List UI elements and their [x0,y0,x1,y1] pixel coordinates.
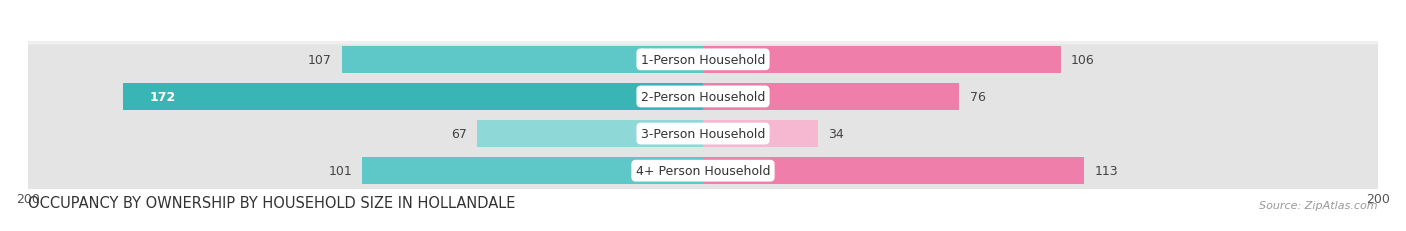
Text: 107: 107 [308,54,332,67]
Text: 2-Person Household: 2-Person Household [641,91,765,103]
Bar [703,47,1060,73]
Bar [122,84,703,110]
FancyBboxPatch shape [18,8,1388,231]
Text: 3-Person Household: 3-Person Household [641,128,765,140]
Text: 101: 101 [329,164,352,177]
Text: OCCUPANCY BY OWNERSHIP BY HOUSEHOLD SIZE IN HOLLANDALE: OCCUPANCY BY OWNERSHIP BY HOUSEHOLD SIZE… [28,195,516,210]
Bar [703,158,1084,184]
FancyBboxPatch shape [18,0,1388,186]
Bar [477,121,703,147]
Text: Source: ZipAtlas.com: Source: ZipAtlas.com [1260,200,1378,210]
Text: 34: 34 [828,128,844,140]
Bar [703,84,959,110]
FancyBboxPatch shape [18,45,1388,231]
Text: 172: 172 [149,91,176,103]
Text: 67: 67 [451,128,467,140]
Text: 4+ Person Household: 4+ Person Household [636,164,770,177]
Text: 106: 106 [1071,54,1094,67]
Bar [363,158,703,184]
Bar [342,47,703,73]
FancyBboxPatch shape [18,0,1388,223]
Text: 113: 113 [1094,164,1118,177]
Text: 1-Person Household: 1-Person Household [641,54,765,67]
Text: 76: 76 [970,91,986,103]
Bar [703,121,818,147]
